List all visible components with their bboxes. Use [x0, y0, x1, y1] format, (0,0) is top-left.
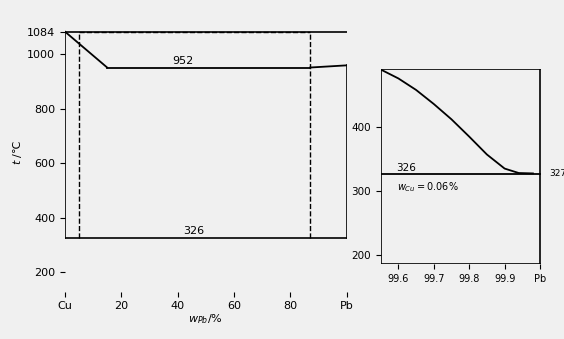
Text: 952: 952	[172, 56, 193, 66]
X-axis label: $w_{Pb}$/%: $w_{Pb}$/%	[188, 313, 223, 326]
Text: $w_{Cu}=0.06\%$: $w_{Cu}=0.06\%$	[396, 180, 459, 194]
Y-axis label: $t$ /℃: $t$ /℃	[11, 140, 24, 165]
Text: 326: 326	[396, 163, 416, 173]
Text: 327.4: 327.4	[549, 169, 564, 178]
Text: 326: 326	[183, 226, 204, 236]
